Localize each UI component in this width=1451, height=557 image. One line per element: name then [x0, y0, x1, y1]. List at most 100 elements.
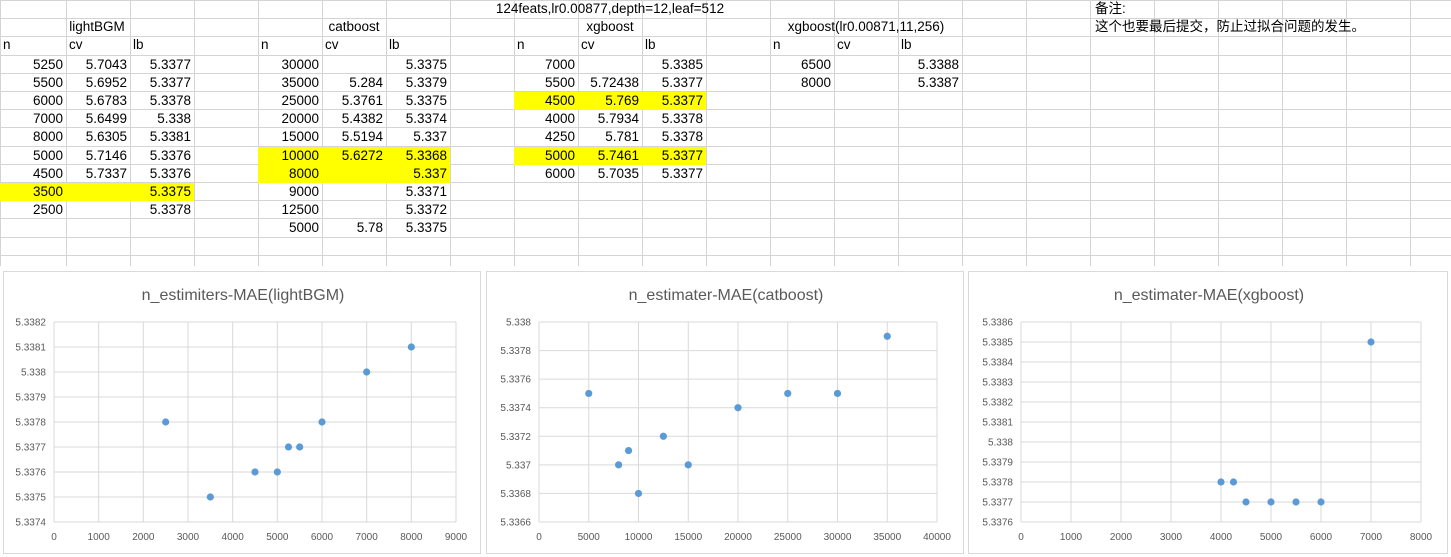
table-cell-cv[interactable]: 5.6272 — [322, 147, 386, 165]
table-cell-n[interactable]: 7000 — [32, 111, 63, 126]
data-point[interactable] — [734, 404, 742, 412]
table-cell-n[interactable]: 5000 — [288, 220, 319, 235]
table-cell-lb[interactable]: 5.3381 — [149, 129, 191, 144]
table-cell-cv[interactable] — [322, 201, 386, 219]
chart-catboost[interactable]: n_estimater-MAE(catboost) 5.3366 5.3368 5.3… — [486, 271, 964, 554]
data-point[interactable] — [883, 332, 891, 340]
table-cell-n[interactable]: 12500 — [281, 202, 319, 217]
data-point[interactable] — [318, 418, 326, 426]
data-point[interactable] — [296, 443, 304, 451]
table-name-cell[interactable]: xgboost(lr0.00871,11,256) — [787, 19, 945, 35]
table-cell-cv[interactable] — [322, 56, 386, 74]
table-cell-n[interactable]: 2500 — [32, 202, 63, 217]
data-point[interactable] — [659, 432, 667, 440]
table-cell-cv[interactable]: 5.7043 — [85, 57, 127, 72]
table-cell-lb[interactable]: 5.3376 — [149, 148, 191, 163]
table-cell-cv[interactable]: 5.5194 — [341, 129, 383, 144]
table-name-cell[interactable]: xgboost — [586, 19, 634, 35]
column-header-cell[interactable]: cv — [325, 37, 339, 53]
table-cell-cv[interactable]: 5.6305 — [85, 129, 127, 144]
table-cell-lb[interactable]: 5.3385 — [661, 57, 703, 72]
table-cell-lb[interactable]: 5.3387 — [917, 75, 959, 90]
data-point[interactable] — [363, 368, 371, 376]
table-cell-cv[interactable] — [66, 183, 130, 201]
table-cell-n[interactable]: 5000 — [32, 148, 63, 163]
table-cell-n[interactable]: 8000 — [800, 75, 831, 90]
table-cell-n[interactable]: 3500 — [0, 183, 66, 201]
data-point[interactable] — [1267, 498, 1275, 506]
table-cell-n[interactable]: 15000 — [281, 129, 319, 144]
table-cell-cv[interactable] — [834, 74, 898, 92]
table-cell-cv[interactable]: 5.4382 — [341, 111, 383, 126]
table-cell-cv[interactable]: 5.781 — [605, 129, 639, 144]
column-header-cell[interactable]: n — [517, 37, 525, 53]
table-cell-n[interactable]: 9000 — [288, 184, 319, 199]
table-cell-lb[interactable]: 5.3372 — [405, 202, 447, 217]
table-cell-cv[interactable]: 5.7934 — [597, 111, 639, 126]
table-cell-lb[interactable]: 5.338 — [157, 111, 191, 126]
table-cell-cv[interactable] — [66, 201, 130, 219]
table-cell-n[interactable]: 5500 — [544, 75, 575, 90]
table-cell-lb[interactable]: 5.3376 — [149, 166, 191, 181]
data-point[interactable] — [684, 461, 692, 469]
data-point[interactable] — [1242, 498, 1250, 506]
table-cell-cv[interactable]: 5.78 — [356, 220, 383, 235]
table-cell-n[interactable]: 5000 — [514, 147, 578, 165]
table-cell-cv[interactable] — [322, 183, 386, 201]
table-cell-n[interactable]: 4250 — [544, 129, 575, 144]
table-cell-n[interactable]: 8000 — [32, 129, 63, 144]
chart-xgboost[interactable]: n_estimater-MAE(xgboost) 5.3376 5.3377 5.33… — [968, 271, 1448, 554]
sheet-title-cell[interactable]: 124feats,lr0.00877,depth=12,leaf=512 — [495, 1, 725, 16]
table-cell-cv[interactable]: 5.284 — [349, 75, 383, 90]
table-cell-lb[interactable]: 5.3378 — [149, 202, 191, 217]
column-header-cell[interactable]: lb — [901, 37, 912, 53]
table-cell-lb[interactable]: 5.3374 — [405, 111, 447, 126]
data-point[interactable] — [1229, 478, 1238, 486]
data-point[interactable] — [284, 443, 293, 451]
data-point[interactable] — [273, 468, 281, 476]
table-cell-n[interactable]: 4500 — [32, 166, 63, 181]
table-cell-lb[interactable]: 5.3377 — [661, 166, 703, 181]
table-cell-lb[interactable]: 5.3375 — [405, 220, 447, 235]
data-point[interactable] — [634, 489, 643, 498]
table-cell-cv[interactable] — [322, 165, 386, 183]
table-cell-n[interactable]: 5250 — [32, 57, 63, 72]
data-point[interactable] — [1292, 498, 1300, 506]
table-cell-cv[interactable]: 5.7035 — [597, 166, 639, 181]
table-cell-lb[interactable]: 5.3378 — [661, 129, 703, 144]
data-point[interactable] — [833, 389, 842, 398]
table-cell-lb[interactable]: 5.3377 — [661, 75, 703, 90]
table-name-cell[interactable]: lightBGM — [69, 19, 125, 35]
data-point[interactable] — [615, 461, 623, 469]
table-cell-lb[interactable]: 5.3377 — [149, 57, 191, 72]
table-cell-n[interactable]: 10000 — [258, 147, 322, 165]
chart-lightbgm[interactable]: n_estimiters-MAE(lightBGM) 5.3374 5.3375 5.… — [3, 271, 481, 554]
table-cell-cv[interactable]: 5.7146 — [85, 148, 127, 163]
data-point[interactable] — [162, 418, 170, 426]
table-cell-n[interactable]: 4500 — [514, 92, 578, 110]
table-cell-n[interactable]: 6000 — [32, 93, 63, 108]
note-text-cell[interactable]: 这个也要最后提交，防止过拟合问题的发生。 — [1095, 19, 1365, 34]
spreadsheet-grid[interactable]: 124feats,lr0.00877,depth=12,leaf=512 备注: 这… — [0, 0, 1451, 270]
table-cell-cv[interactable] — [578, 56, 642, 74]
data-point[interactable] — [206, 493, 214, 501]
data-point[interactable] — [1217, 478, 1225, 486]
table-cell-lb[interactable]: 5.3378 — [661, 111, 703, 126]
table-cell-lb[interactable]: 5.3379 — [405, 75, 447, 90]
table-cell-n[interactable]: 8000 — [258, 165, 322, 183]
column-header-cell[interactable]: cv — [69, 37, 83, 53]
table-cell-n[interactable]: 4000 — [544, 111, 575, 126]
table-cell-n[interactable]: 25000 — [281, 93, 319, 108]
column-header-cell[interactable]: cv — [581, 37, 595, 53]
table-cell-cv[interactable]: 5.6952 — [85, 75, 127, 90]
data-point[interactable] — [1367, 338, 1375, 346]
column-header-cell[interactable]: n — [261, 37, 269, 53]
table-cell-lb[interactable]: 5.3375 — [130, 183, 194, 201]
table-cell-lb[interactable]: 5.3368 — [386, 147, 450, 165]
table-cell-lb[interactable]: 5.3375 — [405, 57, 447, 72]
column-header-cell[interactable]: lb — [645, 37, 656, 53]
data-point[interactable] — [407, 343, 415, 351]
table-cell-n[interactable]: 6500 — [800, 57, 831, 72]
column-header-cell[interactable]: cv — [837, 37, 851, 53]
table-cell-n[interactable]: 6000 — [544, 166, 575, 181]
